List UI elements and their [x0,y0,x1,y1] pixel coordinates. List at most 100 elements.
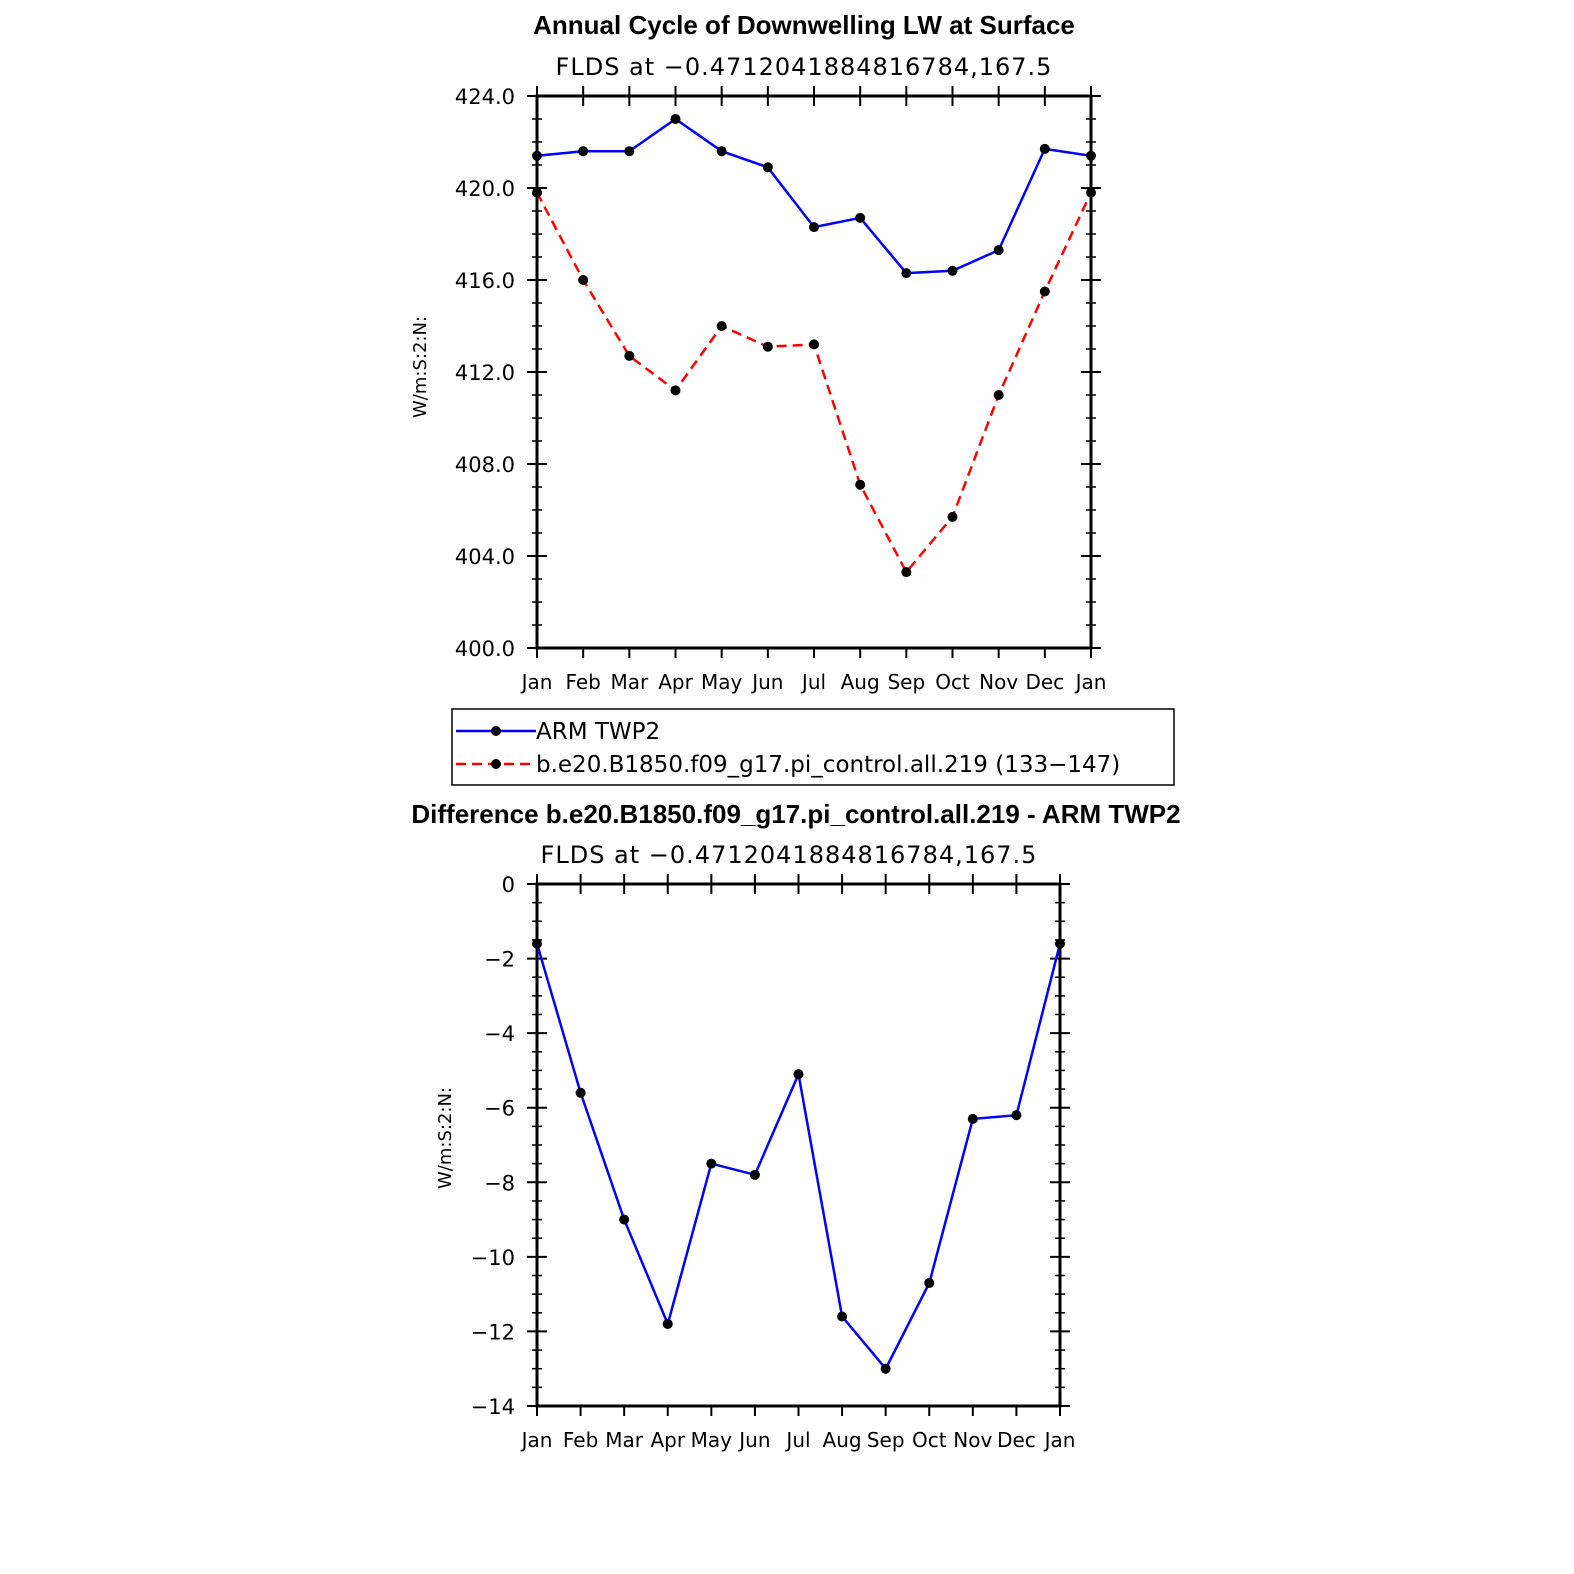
data-point [1086,187,1096,198]
y-tick-label: 416.0 [455,269,515,293]
data-point [532,187,542,198]
x-tick-label: Jun [750,670,783,694]
data-point [837,1311,848,1322]
y-tick-label: 400.0 [455,637,515,661]
y-tick-label: −2 [484,948,515,972]
data-point [1039,286,1050,297]
x-tick-label: Jul [800,670,826,694]
legend-label-arm: ARM TWP2 [536,719,660,745]
plot-frame-1 [535,94,1093,650]
y-tick-label: −14 [471,1395,515,1419]
x-tick-label: Dec [997,1428,1036,1452]
x-tick-label: Mar [605,1428,644,1452]
x-tick-label: May [691,1428,733,1452]
data-point [1011,1110,1022,1121]
data-point [855,212,866,223]
y-axis-label-2: W/m:S:2:N: [435,1087,456,1189]
data-point [993,245,1004,256]
data-point [1086,150,1096,161]
data-point [924,1277,935,1288]
data-point [716,146,727,157]
data-point [793,1069,804,1080]
y-tick-label: −6 [484,1097,515,1121]
x-tick-label: Aug [823,1428,862,1452]
data-point [624,350,635,361]
data-point [532,150,542,161]
series-line-2-0 [535,943,1062,1371]
y-tick-label: 412.0 [455,361,515,385]
y-tick-label: 420.0 [455,177,515,201]
y-tick-label: −12 [471,1320,515,1344]
x-tick-label: Jan [520,670,553,694]
legend-box [451,708,1175,786]
x-tick-label: Sep [867,1428,905,1452]
x-tick-label: Dec [1025,670,1064,694]
plot-area-1: 400.0 404.0 408.0 412.0 416.0 420.0 424.0 Jan Fe… [455,85,1107,694]
x-tick-label: Aug [841,670,880,694]
data-point [880,1363,891,1374]
data-point [624,146,635,157]
x-tick-label: Oct [935,670,970,694]
data-point [662,1318,673,1329]
series-line-1-0 [536,117,1092,275]
data-point [578,275,589,285]
series-group-1 [532,114,1096,578]
data-point [1039,143,1050,154]
y-tick-label: 404.0 [455,545,515,569]
x-tick-label: Jan [520,1428,553,1452]
data-point [619,1214,630,1225]
panel-annual-cycle: Annual Cycle of Downwelling LW at Surfac… [410,10,1106,694]
data-point [809,339,819,350]
panel-difference: Difference b.e20.B1850.f09_g17.pi_contro… [411,799,1180,1452]
data-point [716,321,727,331]
x-tick-label: Oct [912,1428,947,1452]
x-tick-label: Jan [1043,1428,1076,1452]
x-tick-label: Sep [887,670,925,694]
data-point [670,385,681,396]
x-tick-label: Apr [650,1428,685,1452]
y-tick-label: −4 [484,1022,515,1046]
x-tick-label: Nov [953,1428,992,1452]
y-tick-label: 424.0 [455,85,515,109]
legend-marker-arm [491,726,501,736]
data-point [967,1113,978,1124]
chart-subtitle-1: FLDS at −0.4712041884816784,167.5 [556,53,1053,81]
plot-frame-2 [535,882,1062,1408]
data-point [855,479,866,490]
data-point [575,1087,586,1098]
data-point [578,146,589,157]
data-point [532,938,542,949]
x-tick-label: Nov [979,670,1018,694]
data-point [809,222,819,233]
plot-area-2: −14 −12 −10 −8 −6 −4 −2 0 Jan Feb Mar Apr May Jun Jul A… [471,873,1076,1452]
x-tick-label: Jun [737,1428,770,1452]
data-point [1055,938,1065,949]
data-point [947,265,958,276]
data-point [749,1169,760,1180]
data-point [670,114,681,124]
data-point [762,162,773,173]
y-axis-label-1: W/m:S:2:N: [410,316,431,418]
data-point [993,390,1004,400]
data-point [901,567,912,578]
data-point [706,1158,717,1169]
x-tick-label: Feb [565,670,600,694]
legend: ARM TWP2 b.e20.B1850.f09_g17.pi_control.… [451,708,1175,786]
y-tick-label: −10 [471,1246,515,1270]
series-group-2 [532,938,1065,1374]
data-point [762,341,773,352]
data-point [947,511,958,522]
series-line-1-1 [535,192,1093,575]
legend-label-model: b.e20.B1850.f09_g17.pi_control.all.219 (… [536,752,1120,778]
x-tick-label: Mar [610,670,649,694]
chart-title-2: Difference b.e20.B1850.f09_g17.pi_contro… [411,799,1180,829]
x-tick-label: Apr [658,670,693,694]
y-tick-label: −8 [484,1171,515,1195]
x-tick-label: Jul [784,1428,810,1452]
legend-marker-model [491,759,501,769]
x-tick-label: Feb [563,1428,598,1452]
chart-subtitle-2: FLDS at −0.4712041884816784,167.5 [541,841,1038,869]
x-tick-label: May [701,670,743,694]
data-point [901,268,912,279]
